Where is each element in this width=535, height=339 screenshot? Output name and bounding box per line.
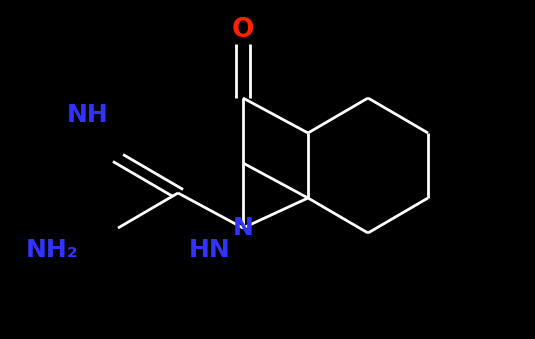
Text: HN: HN	[189, 238, 231, 262]
Text: NH₂: NH₂	[26, 238, 78, 262]
Text: O: O	[232, 17, 254, 43]
Text: NH: NH	[67, 103, 109, 127]
Text: N: N	[233, 216, 254, 240]
